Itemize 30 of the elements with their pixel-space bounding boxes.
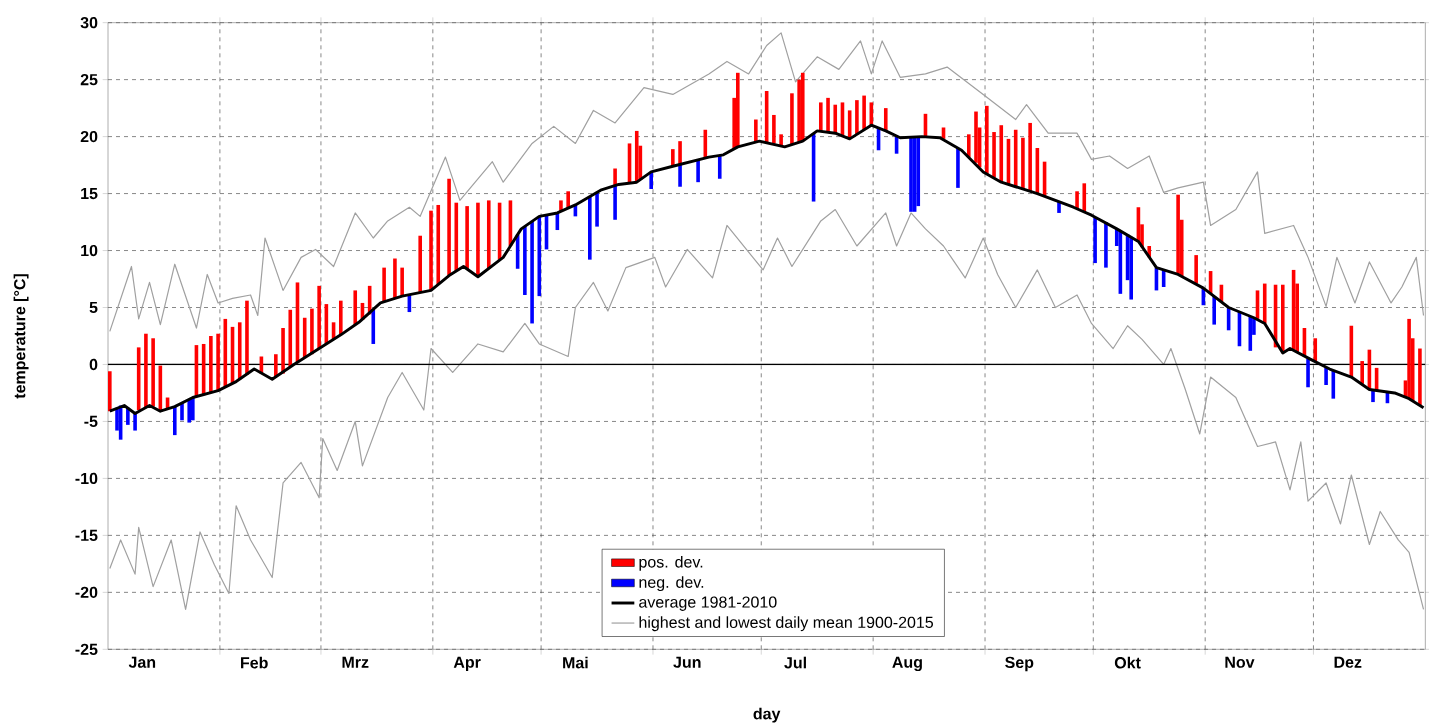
legend-label: highest and lowest daily mean 1900-2015 <box>639 616 934 632</box>
legend-label: pos. dev. <box>639 555 703 571</box>
y-tick-label: 15 <box>81 188 98 200</box>
y-tick-label: 20 <box>80 130 98 143</box>
y-tick-label: -15 <box>75 529 98 541</box>
x-tick-label: Jan <box>128 656 156 668</box>
legend-label: average 1981-2010 <box>639 596 777 611</box>
x-tick-label: Dez <box>1334 656 1362 668</box>
y-tick-label: -10 <box>75 472 98 485</box>
y-tick-label: -5 <box>84 415 98 428</box>
y-tick-label: -25 <box>75 643 98 655</box>
x-tick-label: Aug <box>892 656 922 672</box>
y-axis-title: temperature [°C] <box>13 274 29 399</box>
y-tick-label: 0 <box>89 358 98 371</box>
y-tick-label: -20 <box>75 586 98 599</box>
x-tick-label: Mai <box>563 656 588 669</box>
x-tick-label: Jul <box>784 656 806 669</box>
x-tick-label: Mrz <box>342 656 369 668</box>
x-tick-label: Apr <box>453 656 481 672</box>
y-tick-label: 25 <box>80 73 98 86</box>
y-tick-label: 30 <box>80 16 98 29</box>
x-tick-label: Nov <box>1225 656 1255 668</box>
x-tick-label: Jun <box>673 656 701 668</box>
x-tick-label: Sep <box>1005 656 1034 672</box>
x-tick-label: Okt <box>1114 656 1141 669</box>
legend-label: neg. dev. <box>639 576 704 592</box>
y-tick-label: 10 <box>81 244 98 257</box>
y-tick-label: 5 <box>89 301 98 314</box>
x-tick-label: Feb <box>241 656 268 669</box>
x-axis-title: day <box>753 707 781 723</box>
